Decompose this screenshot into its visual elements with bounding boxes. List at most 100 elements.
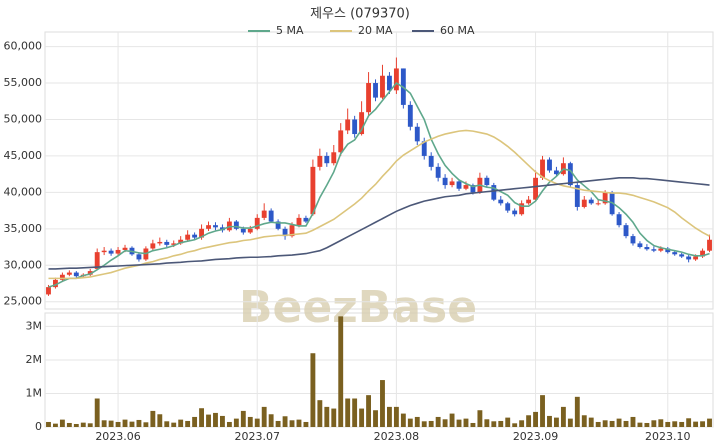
- volume-bar: [261, 406, 267, 427]
- volume-tick-label: 1M: [26, 386, 43, 399]
- volume-bar: [164, 421, 170, 427]
- y-tick-label: 45,000: [4, 149, 43, 162]
- volume-bar: [498, 420, 504, 427]
- volume-bar: [220, 415, 225, 427]
- candle-body: [240, 228, 246, 233]
- candle-body: [331, 152, 337, 164]
- volume-bar: [73, 423, 79, 427]
- x-tick-label: 2023.09: [513, 430, 559, 443]
- candle-body: [303, 217, 309, 222]
- candle-body: [310, 166, 316, 215]
- price-panel: [44, 31, 714, 310]
- volume-bar: [59, 419, 65, 427]
- candle-body: [59, 274, 65, 280]
- candle-body: [87, 271, 93, 275]
- candle-body: [178, 239, 184, 244]
- candle-body: [157, 241, 163, 244]
- candle-body: [275, 221, 281, 229]
- legend-label: 5 MA: [276, 24, 304, 37]
- volume-bar: [491, 421, 497, 427]
- candle-body: [366, 83, 371, 113]
- volume-bar: [185, 420, 191, 427]
- candle-body: [268, 210, 274, 222]
- candle-body: [66, 272, 72, 275]
- volume-bar: [338, 316, 344, 427]
- candle-body: [581, 199, 587, 207]
- candle-body: [533, 177, 538, 200]
- volume-bar: [345, 398, 351, 427]
- candle-body: [380, 75, 385, 98]
- candle-body: [393, 68, 399, 91]
- candle-body: [686, 256, 692, 260]
- y-tick-label: 25,000: [4, 295, 43, 308]
- volume-bar: [380, 380, 385, 427]
- candle-body: [435, 166, 441, 178]
- volume-bar: [623, 420, 629, 427]
- volume-bar: [178, 419, 184, 427]
- volume-bar: [560, 406, 566, 427]
- x-tick-label: 2023.10: [645, 430, 691, 443]
- candle-body: [122, 247, 128, 250]
- volume-bar: [519, 420, 525, 427]
- candle-body: [150, 243, 156, 249]
- watermark: BeezBase: [239, 282, 477, 333]
- candle-body: [456, 181, 462, 189]
- volume-bar: [644, 422, 650, 427]
- volume-bar: [574, 396, 580, 427]
- ma-line: [48, 129, 710, 280]
- candle-body: [637, 243, 643, 248]
- volume-bar: [359, 408, 365, 427]
- volume-bar: [595, 421, 601, 427]
- legend-label: 20 MA: [358, 24, 393, 37]
- volume-bar: [171, 422, 177, 427]
- candle-body: [463, 185, 469, 189]
- volume-bar: [268, 414, 274, 427]
- candle-body: [317, 155, 323, 167]
- volume-bar: [484, 419, 490, 427]
- candle-body: [94, 252, 100, 269]
- volume-bar: [449, 413, 455, 427]
- volume-bar: [526, 415, 532, 427]
- candle-body: [505, 203, 511, 211]
- y-tick-label: 30,000: [4, 258, 43, 271]
- candle-body: [547, 159, 552, 171]
- candle-body: [73, 272, 79, 277]
- volume-bar: [101, 420, 107, 427]
- volume-bar: [442, 419, 448, 427]
- volume-bar: [122, 419, 128, 427]
- volume-bar: [199, 408, 204, 427]
- candle-body: [651, 249, 657, 251]
- candle-body: [254, 217, 260, 229]
- candle-body: [213, 225, 218, 228]
- volume-bar: [150, 410, 156, 427]
- candle-body: [373, 83, 378, 98]
- volume-bar: [554, 417, 559, 427]
- volume-bar: [317, 400, 323, 427]
- candle-body: [46, 287, 51, 295]
- candle-body: [192, 234, 198, 238]
- candle-body: [616, 214, 622, 226]
- candle-body: [387, 75, 392, 91]
- volume-bar: [373, 410, 378, 427]
- candle-body: [338, 130, 344, 153]
- volume-bar: [226, 421, 232, 427]
- candle-body: [693, 256, 699, 260]
- candle-body: [602, 192, 608, 204]
- volume-bar: [651, 420, 657, 427]
- volume-bar: [630, 416, 636, 427]
- volume-bar: [157, 414, 163, 427]
- ma-line: [48, 81, 710, 288]
- volume-bar: [213, 412, 218, 427]
- volume-bar: [400, 413, 406, 427]
- legend-label: 60 MA: [440, 24, 475, 37]
- volume-bar: [477, 410, 483, 427]
- volume-bar: [547, 415, 552, 427]
- volume-bar: [679, 421, 685, 427]
- volume-bar: [693, 421, 699, 427]
- volume-bar: [672, 421, 678, 427]
- volume-bar: [46, 421, 51, 427]
- volume-bar: [129, 421, 135, 427]
- candle-body: [658, 248, 664, 251]
- volume-bar: [310, 353, 316, 427]
- candle-body: [442, 177, 448, 186]
